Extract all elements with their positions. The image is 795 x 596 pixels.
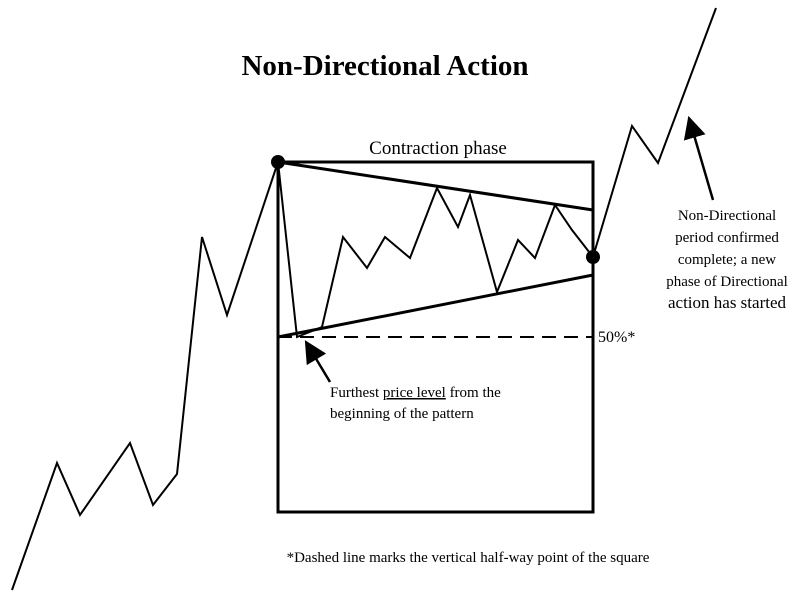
completion-note-line: action has started — [668, 293, 787, 312]
pattern-note-text: price level — [383, 385, 446, 401]
pattern-note-text: beginning of the pattern — [330, 406, 474, 422]
completion-note: Non-Directional period confirmed complete;… — [666, 208, 788, 312]
pattern-note-text: from the — [446, 385, 501, 401]
completion-note-line: Non-Directional — [678, 208, 776, 224]
pattern-arrow — [304, 340, 332, 383]
box-label: Contraction phase — [369, 138, 507, 159]
price-line — [11, 7, 717, 591]
pattern-note-text: Furthest — [330, 385, 383, 401]
upper-trendline — [277, 160, 594, 212]
completion-note-line: phase of Directional — [666, 274, 788, 290]
start-dot — [271, 155, 285, 169]
midline-label: 50%* — [598, 329, 635, 346]
completion-note-line: period confirmed — [675, 230, 779, 246]
completion-note-line: complete; a new — [678, 252, 776, 268]
end-dot — [586, 250, 600, 264]
pattern-note: Furthest price level from the beginning o… — [330, 385, 501, 422]
title: Non-Directional Action — [241, 50, 528, 82]
pattern-note-line: beginning of the pattern — [330, 406, 474, 422]
lower-trendline — [277, 273, 594, 339]
footnote: *Dashed line marks the vertical half-way… — [287, 550, 650, 566]
completion-arrow — [683, 115, 715, 201]
pattern-note-line: Furthest price level from the — [330, 385, 501, 401]
